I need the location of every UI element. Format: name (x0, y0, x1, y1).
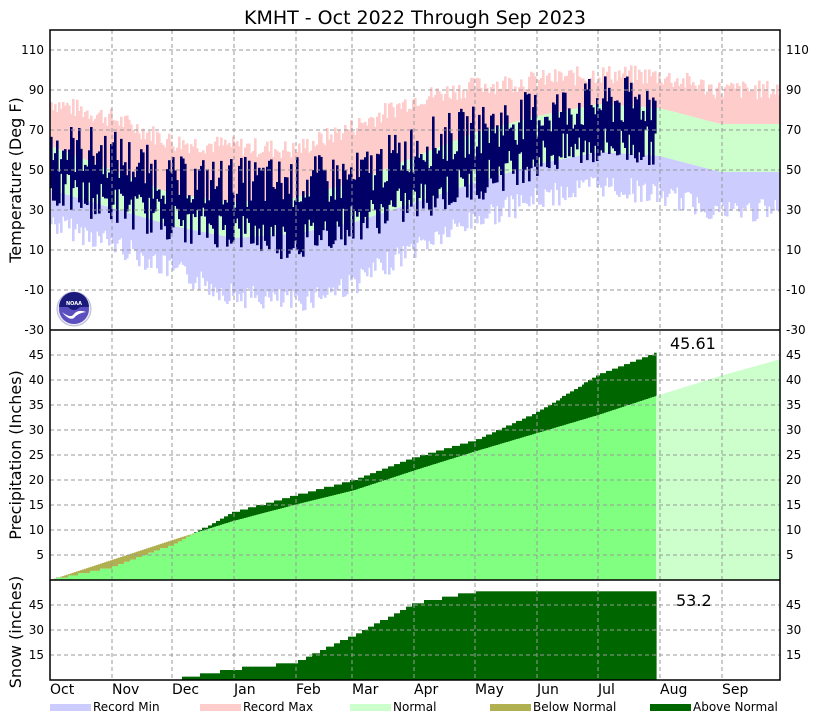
legend-item-record-min: Record Min (50, 700, 160, 714)
y-tick-label: 25 (786, 448, 801, 462)
month-label-nov: Nov (112, 682, 139, 698)
y-tick-label: 40 (786, 373, 801, 387)
snow-axis-label: Snow (inches) (6, 576, 25, 688)
legend-label: Record Min (93, 700, 160, 714)
legend: Record Min Record Max Normal Below Normal Ab… (50, 700, 778, 714)
noaa-logo-icon: NOAA (56, 291, 92, 327)
legend-label: Record Max (243, 700, 313, 714)
y-tick-label: -10 (786, 283, 806, 297)
y-tick-label: -10 (24, 283, 44, 297)
month-label-feb: Feb (296, 682, 321, 698)
y-tick-label: 15 (29, 648, 44, 662)
month-label-aug: Aug (660, 682, 687, 698)
y-tick-label: 10 (29, 243, 44, 257)
legend-item-record-max: Record Max (200, 700, 313, 714)
month-label-apr: Apr (414, 682, 438, 698)
month-axis: Oct Nov Dec Jan Feb Mar Apr May Jun Jul Aug Sep (50, 682, 749, 698)
legend-item-normal: Normal (350, 700, 436, 714)
axis-ticks: 110 110 90 90 70 70 50 50 30 30 10 10 -10 -10 -30 -30 45… (21, 43, 809, 662)
y-tick-label: 30 (786, 423, 801, 437)
legend-swatch (350, 704, 391, 711)
legend-swatch (490, 704, 531, 711)
legend-label: Below Normal (533, 700, 616, 714)
y-tick-label: 30 (786, 203, 801, 217)
y-tick-label: 110 (21, 43, 44, 57)
y-tick-label: 10 (786, 523, 801, 537)
y-tick-label: 30 (29, 623, 44, 637)
y-tick-label: 70 (786, 123, 801, 137)
month-label-jun: Jun (536, 682, 559, 698)
panel-frames (49, 29, 781, 681)
month-label-mar: Mar (352, 682, 379, 698)
y-tick-label: 20 (29, 473, 44, 487)
legend-item-above-normal: Above Normal (650, 700, 778, 714)
gridlines (50, 30, 780, 680)
y-tick-label: 5 (36, 548, 44, 562)
legend-swatch (50, 704, 91, 711)
month-label-sep: Sep (722, 682, 749, 698)
y-tick-label: 20 (786, 473, 801, 487)
y-tick-label: 5 (786, 548, 794, 562)
chart-title: KMHT - Oct 2022 Through Sep 2023 (244, 7, 586, 29)
legend-label: Above Normal (693, 700, 778, 714)
precip-total-annotation: 45.61 (670, 334, 716, 353)
y-tick-label: 90 (29, 83, 44, 97)
y-tick-label: -30 (24, 323, 44, 337)
month-label-dec: Dec (172, 682, 199, 698)
y-tick-label: 45 (29, 598, 44, 612)
y-tick-label: 25 (29, 448, 44, 462)
y-tick-label: 30 (29, 203, 44, 217)
y-tick-label: 15 (786, 648, 801, 662)
svg-text:NOAA: NOAA (66, 301, 82, 307)
month-label-jul: Jul (597, 682, 615, 698)
y-tick-label: 70 (29, 123, 44, 137)
month-label-jan: Jan (233, 682, 256, 698)
y-tick-label: -30 (786, 323, 806, 337)
precipitation-panel (52, 352, 781, 580)
y-tick-label: 30 (29, 423, 44, 437)
y-tick-label: 30 (786, 623, 801, 637)
snow-panel (182, 591, 657, 680)
temperature-panel (50, 65, 781, 311)
y-tick-label: 45 (786, 348, 801, 362)
y-tick-label: 35 (786, 398, 801, 412)
precipitation-axis-label: Precipitation (Inches) (6, 370, 25, 540)
month-label-oct: Oct (50, 682, 75, 698)
y-tick-label: 50 (786, 163, 801, 177)
legend-item-below-normal: Below Normal (490, 700, 616, 714)
legend-swatch (650, 704, 691, 711)
y-tick-label: 50 (29, 163, 44, 177)
y-tick-label: 40 (29, 373, 44, 387)
y-tick-label: 10 (29, 523, 44, 537)
month-label-may: May (475, 682, 504, 698)
y-tick-label: 15 (786, 498, 801, 512)
y-tick-label: 45 (786, 598, 801, 612)
snow-total-annotation: 53.2 (676, 591, 712, 610)
y-tick-label: 110 (786, 43, 809, 57)
temperature-axis-label: Temperature (Deg F) (6, 97, 25, 264)
y-tick-label: 35 (29, 398, 44, 412)
y-tick-label: 15 (29, 498, 44, 512)
legend-swatch (200, 704, 241, 711)
legend-label: Normal (393, 700, 436, 714)
y-tick-label: 90 (786, 83, 801, 97)
y-tick-label: 10 (786, 243, 801, 257)
y-tick-label: 45 (29, 348, 44, 362)
